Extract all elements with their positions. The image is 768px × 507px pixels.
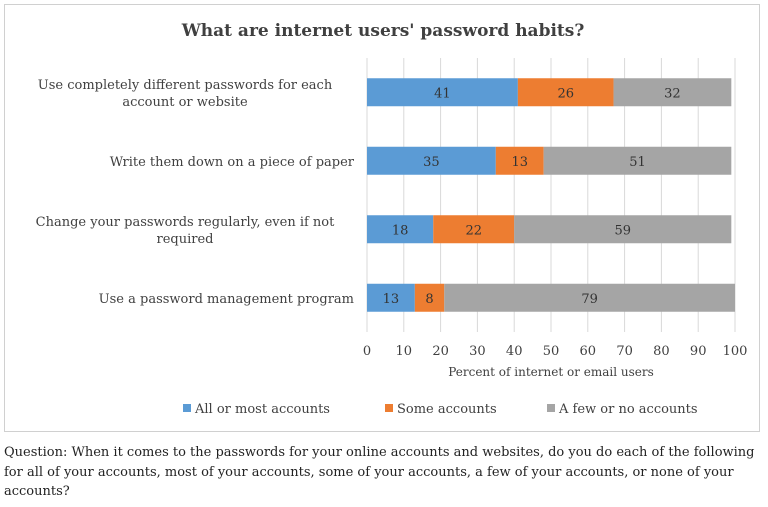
bar-segment	[367, 215, 434, 244]
category-label: Use completely different passwords for e…	[38, 78, 333, 110]
x-tick-label: 0	[363, 344, 371, 359]
x-tick-label: 100	[723, 344, 748, 359]
legend-swatch	[183, 404, 191, 412]
data-label: 13	[383, 292, 400, 307]
x-axis-label: Percent of internet or email users	[448, 365, 654, 379]
data-label: 18	[392, 223, 409, 238]
bar-segment	[367, 78, 518, 107]
data-label: 41	[434, 86, 451, 101]
data-label: 59	[614, 223, 631, 238]
x-tick-label: 50	[543, 344, 560, 359]
data-label: 51	[629, 155, 646, 170]
chart-title: What are internet users' password habits…	[181, 21, 585, 41]
legend-swatch	[547, 404, 555, 412]
data-label: 22	[465, 223, 482, 238]
data-label: 32	[664, 86, 681, 101]
x-axis-ticks: 0 10 20 30 40 50 60 70 80 90 100	[363, 344, 748, 359]
x-tick-label: 20	[432, 344, 449, 359]
bar-segment	[613, 78, 732, 107]
legend-label: All or most accounts	[194, 402, 330, 417]
bar-segment	[367, 146, 496, 175]
bar-segment	[367, 283, 415, 312]
x-tick-label: 40	[506, 344, 523, 359]
data-label: 13	[511, 155, 528, 170]
stacked-bar-chart: What are internet users' password habits…	[36, 21, 748, 417]
bar-segment	[543, 146, 732, 175]
x-tick-label: 30	[469, 344, 486, 359]
bar-segment	[444, 283, 735, 312]
bar-segment	[514, 215, 732, 244]
legend: All or most accounts Some accounts A few o…	[183, 402, 698, 417]
bars: 41 26 32 35 13 51 18 22 59 13 8 79	[367, 78, 735, 312]
x-tick-label: 90	[690, 344, 707, 359]
x-tick-label: 60	[580, 344, 597, 359]
x-tick-label: 80	[653, 344, 670, 359]
x-tick-label: 10	[396, 344, 413, 359]
data-label: 79	[581, 292, 598, 307]
bar-segment	[517, 78, 614, 107]
category-label: Change your passwords regularly, even if…	[36, 215, 335, 247]
category-labels: Use completely different passwords for e…	[36, 78, 355, 307]
survey-question: Question: When it comes to the passwords…	[4, 445, 755, 499]
data-label: 26	[557, 86, 574, 101]
legend-swatch	[385, 404, 393, 412]
bar-segment	[433, 215, 515, 244]
data-label: 8	[425, 292, 433, 307]
category-label: Use a password management program	[99, 292, 354, 307]
category-label: Write them down on a piece of paper	[110, 155, 355, 170]
legend-label: A few or no accounts	[558, 402, 698, 417]
data-label: 35	[423, 155, 440, 170]
bar-segment	[414, 283, 445, 312]
bar-segment	[495, 146, 544, 175]
legend-label: Some accounts	[397, 402, 497, 417]
x-tick-label: 70	[616, 344, 633, 359]
